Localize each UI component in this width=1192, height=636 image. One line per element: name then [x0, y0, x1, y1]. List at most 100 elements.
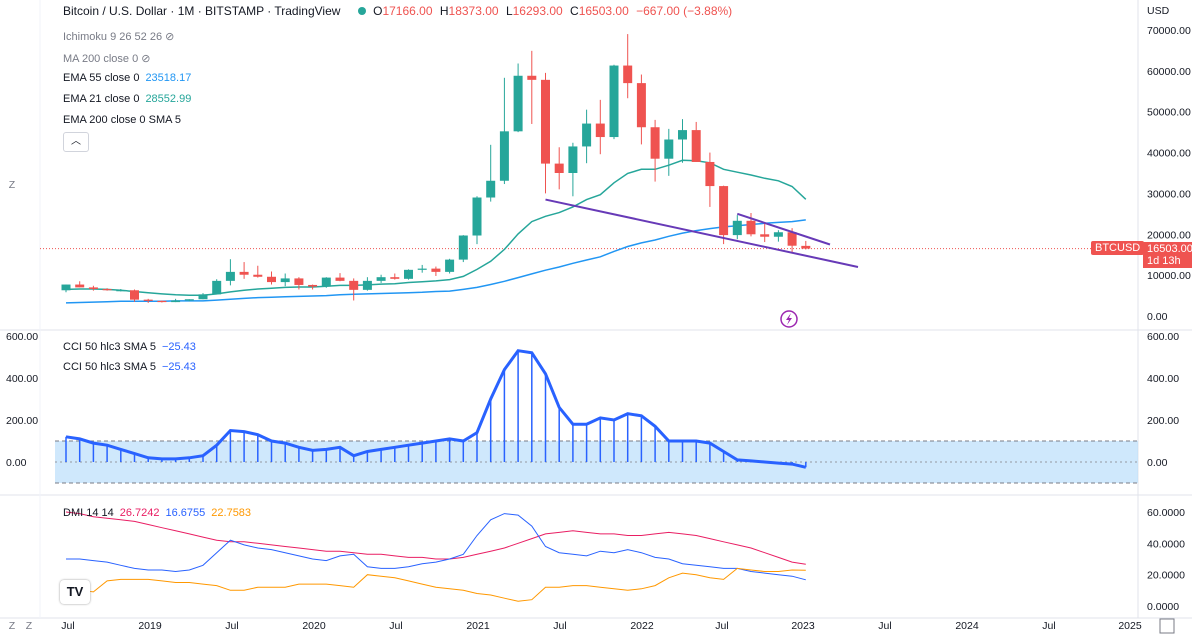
candle-body: [541, 79, 550, 164]
cci-left-tick-label: 600.00: [6, 331, 38, 343]
candle-body: [568, 146, 578, 173]
candle-body: [404, 269, 413, 279]
zoom-left-icon: Z: [26, 620, 33, 632]
cci-line: [65, 349, 807, 469]
legend-ma200[interactable]: MA 200 close 0 ⊘: [63, 53, 151, 65]
candle-body: [157, 300, 167, 303]
candle-body: [595, 123, 605, 138]
time-tick-label: 2024: [955, 620, 979, 632]
price-tick-label: 10000.00: [1147, 270, 1191, 282]
candle-body: [225, 271, 235, 281]
price-tick-label: 60000.00: [1147, 66, 1191, 78]
time-tick-label: Jul: [61, 620, 74, 632]
candle-body: [746, 220, 756, 235]
scale-mode-icon: Z: [9, 620, 16, 632]
price-tick-label: 70000.00: [1147, 25, 1191, 37]
candle-body: [390, 277, 400, 279]
dmi-tick-label: 20.0000: [1147, 570, 1185, 582]
trendline-upper: [736, 212, 831, 246]
candle-body: [198, 294, 208, 300]
candle-body: [664, 139, 674, 159]
legend-cci-2[interactable]: CCI 50 hlc3 SMA 5 −25.43: [63, 361, 196, 373]
candle-body: [458, 235, 468, 260]
price-tick-label: 0.00: [1147, 311, 1168, 323]
time-tick-label: Jul: [553, 620, 566, 632]
candle-body: [582, 123, 592, 147]
tradingview-logo[interactable]: TV: [60, 580, 90, 604]
market-status-icon: [357, 7, 366, 15]
candle-body: [362, 280, 372, 290]
lightning-glyph: [786, 313, 792, 325]
legend-cci-1[interactable]: CCI 50 hlc3 SMA 5 −25.43: [63, 341, 196, 353]
time-tick-label: 2022: [630, 620, 654, 632]
candle-body: [787, 232, 797, 246]
cci-tick-label: 0.00: [1147, 457, 1168, 469]
time-tick-label: 2025: [1118, 620, 1142, 632]
price-tick-label: 50000.00: [1147, 107, 1191, 119]
dmi-tick-label: 60.0000: [1147, 507, 1185, 519]
candle-body: [636, 83, 646, 128]
candle-body: [294, 278, 304, 285]
cci-left-tick-label: 0.00: [6, 457, 27, 469]
time-tick-label: Jul: [389, 620, 402, 632]
legend-dmi[interactable]: DMI 14 14 26.7242 16.6755 22.7583: [63, 507, 252, 519]
collapse-legend-button[interactable]: ︿: [63, 132, 89, 152]
candle-body: [75, 284, 85, 288]
ohlc-values: O17166.00 H18373.00 L16293.00 C16503.00 …: [373, 4, 733, 18]
cci-left-tick-label: 400.00: [6, 373, 38, 385]
candle-body: [691, 130, 701, 162]
candle-body: [719, 186, 729, 236]
hidden-eye-icon[interactable]: ⊘: [165, 31, 175, 43]
candle-body: [486, 180, 496, 198]
time-tick-label: 2023: [791, 620, 815, 632]
candle-body: [650, 127, 660, 159]
last-price-tag: 16503.00 1d 13h: [1143, 242, 1192, 268]
candle-body: [253, 274, 263, 277]
candle-body: [308, 284, 318, 287]
time-tick-label: Jul: [878, 620, 891, 632]
candle-body: [773, 232, 783, 237]
candle-body: [184, 299, 194, 301]
candle-body: [130, 290, 139, 300]
candle-body: [280, 278, 290, 283]
candle-body: [445, 259, 455, 272]
symbol-price-tag: BTCUSD: [1091, 241, 1145, 255]
legend-ema55[interactable]: EMA 55 close 0 23518.17: [63, 72, 192, 84]
price-tick-label: 30000.00: [1147, 188, 1191, 200]
candle-body: [349, 280, 359, 290]
adx-line: [65, 511, 806, 565]
candle-body: [267, 276, 276, 283]
candle-body: [321, 277, 331, 287]
dmi-tick-label: 0.0000: [1147, 601, 1179, 613]
candle-body: [609, 65, 619, 138]
candle-body: [499, 131, 509, 181]
legend-ichimoku[interactable]: Ichimoku 9 26 52 26 ⊘: [63, 31, 175, 43]
time-tick-label: Jul: [1042, 620, 1055, 632]
legend-ema200[interactable]: EMA 200 close 0 SMA 5: [63, 114, 182, 126]
cci-tick-label: 600.00: [1147, 331, 1179, 343]
candle-body: [102, 289, 112, 291]
candle-body: [212, 280, 222, 295]
cci-left-tick-label: 200.00: [6, 415, 38, 427]
time-tick-label: 2020: [302, 620, 326, 632]
di-minus-line: [66, 567, 806, 602]
candle-body: [623, 65, 633, 84]
hidden-eye-icon[interactable]: ⊘: [141, 53, 151, 65]
candle-body: [61, 284, 71, 291]
settings-gear-icon: [1159, 618, 1175, 634]
candle-body: [513, 75, 523, 132]
time-tick-label: 2021: [466, 620, 490, 632]
legend-ema21[interactable]: EMA 21 close 0 28552.99: [63, 93, 192, 105]
candle-body: [417, 268, 427, 270]
chart-header: Bitcoin / U.S. Dollar · 1M · BITSTAMP · …: [63, 4, 740, 18]
time-tick-label: Jul: [715, 620, 728, 632]
symbol-title[interactable]: Bitcoin / U.S. Dollar · 1M · BITSTAMP · …: [63, 4, 341, 18]
candle-body: [801, 245, 811, 249]
candle-body: [705, 161, 715, 187]
cci-tick-label: 200.00: [1147, 415, 1179, 427]
cci-tick-label: 400.00: [1147, 373, 1179, 385]
candle-body: [88, 287, 98, 290]
candle-body: [678, 130, 687, 140]
